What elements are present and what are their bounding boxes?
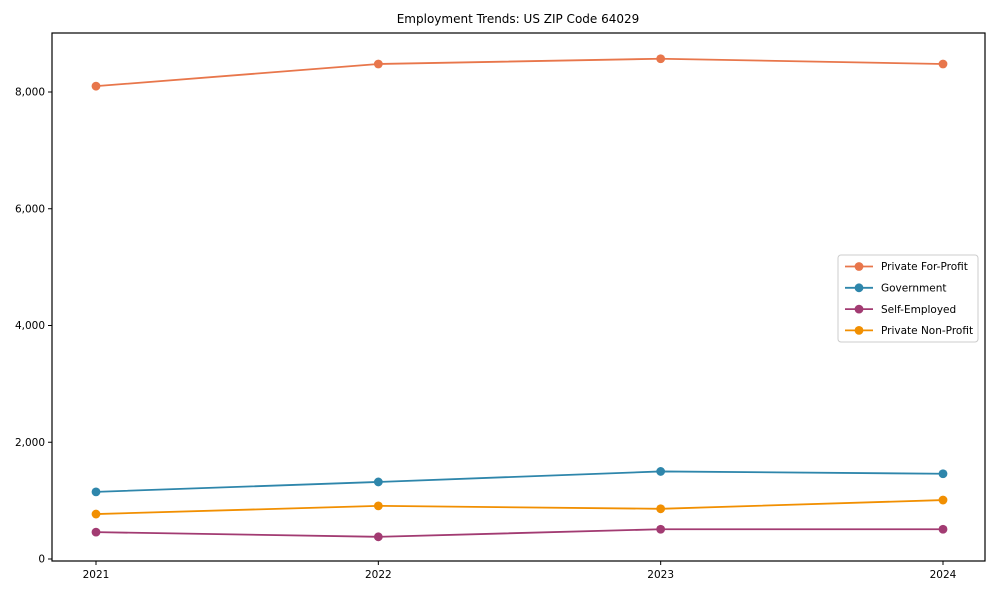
data-point-government-2022 bbox=[373, 477, 383, 487]
x-axis-tick-label: 2021 bbox=[83, 569, 110, 581]
series-line-government bbox=[95, 470, 944, 493]
legend-box bbox=[837, 254, 979, 343]
axes-frame bbox=[51, 32, 986, 562]
series-line-private-for-profit bbox=[95, 57, 944, 88]
series-line-self-employed bbox=[95, 528, 943, 538]
data-point-private-non-profit-2022 bbox=[373, 501, 383, 511]
data-point-self-employed-2022 bbox=[373, 532, 383, 542]
data-point-private-non-profit-2024 bbox=[938, 495, 948, 505]
data-point-self-employed-2021 bbox=[91, 527, 101, 537]
data-point-private-non-profit-2021 bbox=[91, 509, 101, 519]
data-point-private-non-profit-2023 bbox=[656, 504, 666, 514]
x-axis-tick-label: 2024 bbox=[930, 569, 957, 581]
plot-area: 0 2,000 4,000 6,000 8,000 2021 2022 2023 2024 Pri… bbox=[15, 32, 986, 581]
chart-title: Employment Trends: US ZIP Code 64029 bbox=[397, 12, 640, 26]
legend-marker-government bbox=[854, 283, 864, 293]
legend-marker-private-for-profit bbox=[854, 262, 864, 271]
data-point-government-2023 bbox=[656, 467, 666, 476]
legend-label-private-non-profit: Private Non-Profit bbox=[881, 325, 973, 337]
legend-label-private-for-profit: Private For-Profit bbox=[881, 261, 968, 273]
y-axis-tick-label: 0 bbox=[38, 554, 45, 566]
data-point-self-employed-2023 bbox=[656, 524, 666, 534]
series-line-private-non-profit bbox=[95, 499, 944, 515]
x-axis-tick-label: 2023 bbox=[647, 569, 674, 581]
legend-marker-private-non-profit bbox=[854, 326, 864, 335]
y-axis-tick-label: 8,000 bbox=[15, 87, 45, 99]
legend-marker-self-employed bbox=[854, 304, 864, 314]
data-point-self-employed-2024 bbox=[938, 524, 948, 534]
data-point-government-2021 bbox=[91, 487, 101, 497]
data-point-private-for-profit-2024 bbox=[938, 59, 948, 69]
legend-label-government: Government bbox=[881, 283, 946, 295]
legend-label-self-employed: Self-Employed bbox=[881, 304, 956, 316]
y-axis-tick-label: 4,000 bbox=[15, 320, 45, 332]
y-axis-tick-label: 2,000 bbox=[15, 437, 45, 449]
data-point-government-2024 bbox=[938, 469, 948, 479]
data-point-private-for-profit-2023 bbox=[656, 54, 666, 64]
data-point-private-for-profit-2022 bbox=[373, 59, 383, 69]
x-axis-tick-label: 2022 bbox=[365, 569, 392, 581]
y-axis-tick-label: 6,000 bbox=[15, 203, 45, 215]
data-point-private-for-profit-2021 bbox=[91, 81, 101, 91]
